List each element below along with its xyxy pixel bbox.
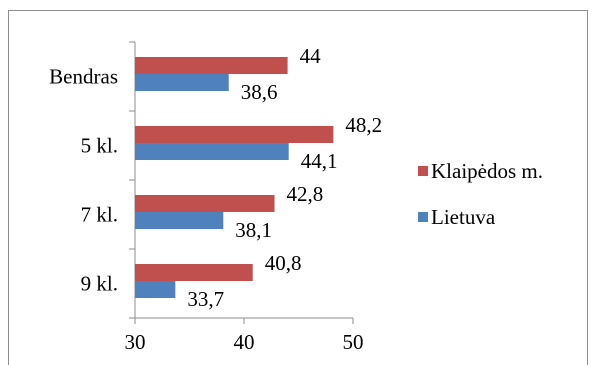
- category-label: 7 kl.: [81, 203, 118, 227]
- chart-legend: Klaipėdos m. Lietuva: [418, 159, 543, 229]
- category-label: 5 kl.: [81, 134, 118, 158]
- bar-lietuva: [135, 143, 289, 160]
- bar-klaipedos: [135, 126, 334, 143]
- x-tick-label: 50: [343, 330, 364, 354]
- x-tick-label: 40: [234, 330, 255, 354]
- bar-klaipedos: [135, 195, 275, 212]
- category-label: 9 kl.: [81, 272, 118, 296]
- bar-klaipedos: [135, 57, 288, 74]
- data-label: 40,8: [265, 251, 302, 275]
- data-label: 42,8: [287, 182, 324, 206]
- legend-swatch: [418, 212, 428, 222]
- data-label: 38,1: [235, 218, 272, 242]
- category-label: Bendras: [49, 65, 118, 89]
- legend-label: Lietuva: [431, 205, 496, 229]
- data-label: 33,7: [187, 287, 224, 311]
- data-label: 44,1: [301, 149, 338, 173]
- chart-labels: Bendras 44 38,6 5 kl. 48,2 44,1 7 kl. 42,8 38,1 9…: [49, 44, 382, 311]
- x-tick-label: 30: [125, 330, 146, 354]
- data-label: 38,6: [241, 80, 278, 104]
- legend-swatch: [418, 166, 428, 176]
- bar-lietuva: [135, 281, 176, 298]
- legend-label: Klaipėdos m.: [431, 159, 543, 183]
- data-label: 48,2: [345, 113, 382, 137]
- bar-klaipedos: [135, 264, 253, 281]
- bar-lietuva: [135, 212, 224, 229]
- data-label: 44: [300, 44, 322, 68]
- chart-axes: 30 40 50: [125, 41, 364, 354]
- chart-bars: [135, 57, 334, 298]
- bar-lietuva: [135, 74, 229, 91]
- chart-frame: [8, 10, 588, 365]
